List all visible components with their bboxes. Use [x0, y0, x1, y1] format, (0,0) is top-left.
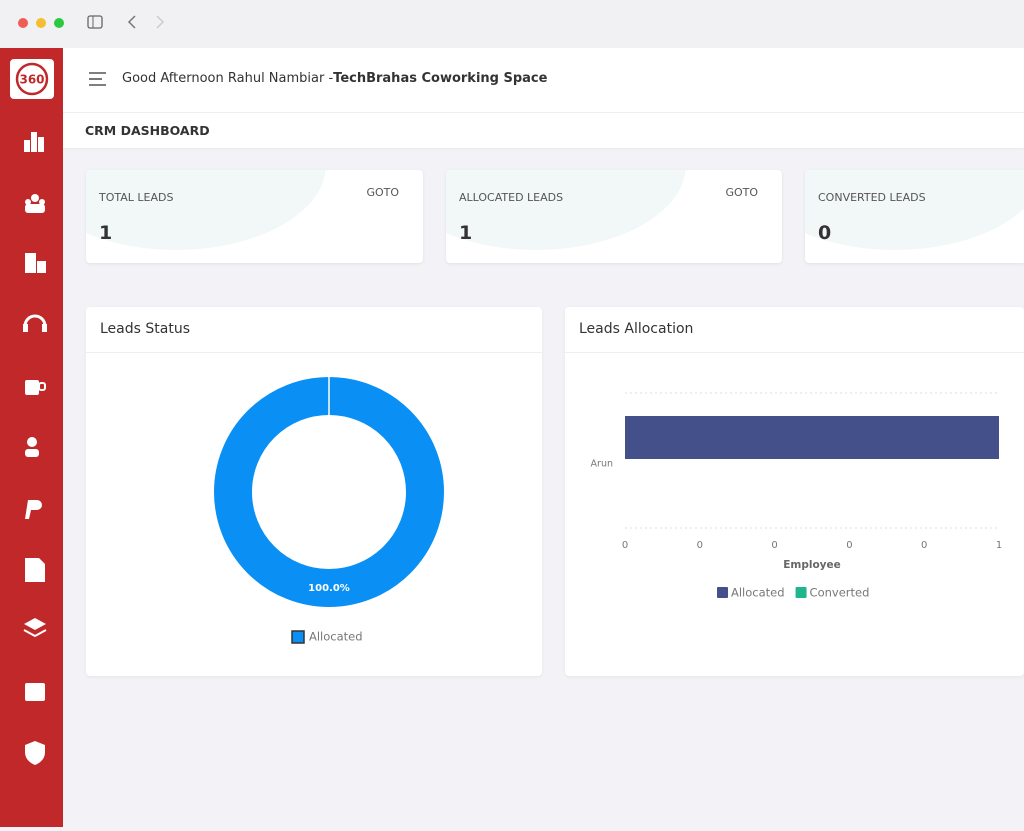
x-tick-label: 0 — [846, 540, 852, 551]
x-axis-title: Employee — [783, 559, 841, 571]
card-label: ALLOCATED LEADS — [459, 191, 564, 204]
company-name: TechBrahas Coworking Space — [333, 71, 548, 86]
panel-title: Leads Allocation — [565, 307, 1024, 353]
data-label: 100.0% — [308, 583, 350, 594]
legend-label: Converted — [810, 586, 870, 600]
chart-panel: Leads Status 100.0% Allocated — [86, 307, 542, 676]
y-tick-label: Arun — [591, 459, 613, 470]
stat-card: ALLOCATED LEADS 1 GOTO — [446, 170, 782, 263]
legend-label: Allocated — [731, 586, 785, 600]
bar — [625, 416, 999, 459]
stat-card: TOTAL LEADS 1 GOTO — [86, 170, 423, 263]
goto-link[interactable]: GOTO — [366, 186, 399, 199]
card-label: CONVERTED LEADS — [818, 191, 926, 204]
page-title: CRM DASHBOARD — [85, 123, 210, 138]
stat-card: CONVERTED LEADS 0 — [805, 170, 1024, 263]
card-label: TOTAL LEADS — [99, 191, 174, 204]
top-header: Good Afternoon Rahul Nambiar -TechBrahas… — [63, 48, 1024, 113]
title-bar: CRM DASHBOARD — [63, 113, 1024, 148]
x-tick-label: 0 — [921, 540, 927, 551]
menu-button[interactable] — [88, 71, 108, 87]
x-tick-label: 0 — [771, 540, 777, 551]
goto-link[interactable]: GOTO — [725, 186, 758, 199]
legend-swatch — [717, 587, 728, 598]
bar-chart: 0 0 0 0 0 1 Employee Arun Allocated Converted — [591, 392, 1002, 600]
svg-text:360: 360 — [19, 73, 44, 87]
x-tick-label: 0 — [697, 540, 703, 551]
greeting: Good Afternoon Rahul Nambiar - — [122, 71, 334, 86]
chart-panel: Leads Allocation 0 0 0 0 0 1 Employee Arun Alloc… — [565, 307, 1024, 676]
legend-label: Allocated — [309, 630, 363, 644]
donut-segment — [214, 377, 444, 607]
window-controls — [18, 15, 165, 29]
panel-title: Leads Status — [86, 307, 542, 353]
card-value: 0 — [818, 222, 832, 244]
legend-swatch — [795, 587, 807, 598]
x-tick-label: 0 — [622, 540, 628, 551]
browser-bar — [0, 0, 1024, 48]
pie-chart: 100.0% Allocated — [214, 377, 444, 644]
card-value: 1 — [99, 222, 113, 244]
x-tick-label: 1 — [996, 540, 1002, 551]
sidebar-icons: 360 — [10, 59, 54, 765]
sidebar: 360 — [0, 48, 63, 827]
legend-swatch — [291, 630, 305, 644]
greeting-line: Good Afternoon Rahul Nambiar -TechBrahas… — [122, 71, 547, 86]
card-value: 1 — [459, 222, 473, 244]
